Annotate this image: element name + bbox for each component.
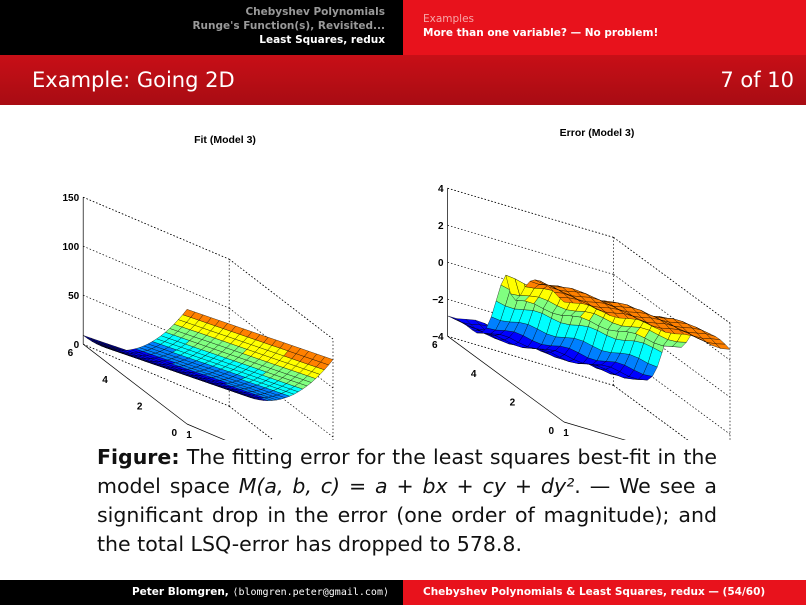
y-tick-label: 2: [510, 397, 516, 408]
x-axis-line: [186, 423, 226, 440]
fit-plot: Fit (Model 3) 050100150123450246: [63, 134, 334, 440]
y-tick-label: 4: [471, 369, 477, 380]
x-axis-line: [563, 421, 626, 440]
x-tick-label: 1: [563, 428, 569, 439]
nav-item-examples[interactable]: Examples: [423, 13, 475, 25]
box-edge-floor: [613, 385, 689, 440]
x-tick-label: 1: [186, 430, 192, 440]
y-tick-label: 6: [68, 348, 74, 359]
caption-text-2: . — We see a significant drop in the err…: [97, 474, 717, 556]
y-tick-label: 4: [102, 375, 108, 386]
z-tick-label: 150: [63, 193, 80, 204]
footer-author-name: Peter Blomgren,: [131, 586, 229, 598]
z-tick-label: −2: [432, 295, 444, 306]
surface-patch: [320, 356, 334, 366]
y-tick-label: 2: [137, 401, 143, 412]
surface-patch: [715, 343, 731, 350]
z-tick-label: 2: [438, 221, 444, 232]
nav-item-runge[interactable]: Runge's Function(s), Revisited...: [192, 20, 385, 32]
z-tick-label: 0: [74, 340, 80, 351]
caption-label: Figure:: [97, 445, 180, 469]
nav-item-chebyshev[interactable]: Chebyshev Polynomials: [245, 6, 385, 18]
caption-text-1: The fitting error for the least squares …: [97, 445, 717, 498]
nav-item-least-squares[interactable]: Least Squares, redux: [259, 34, 385, 46]
footer-course-title: Chebyshev Polynomials & Least Squares, r…: [423, 586, 765, 598]
subsection-nav: Examples More than one variable? — No pr…: [423, 12, 658, 40]
z-tick-label: 4: [438, 184, 444, 195]
z-gridline: [447, 335, 614, 386]
slide-title-bar: Example: Going 2D 7 of 10: [0, 55, 806, 105]
footer-course: Chebyshev Polynomials & Least Squares, r…: [423, 586, 705, 598]
z-gridline: [447, 224, 614, 275]
error-plot-title: Error (Model 3): [560, 127, 635, 139]
fit-plot-title: Fit (Model 3): [194, 134, 256, 146]
figure-caption: Figure: The fitting error for the least …: [97, 443, 717, 559]
y-tick-label: 0: [171, 428, 177, 439]
z-tick-label: 100: [63, 242, 80, 253]
z-gridline: [83, 196, 230, 260]
z-tick-label: −4: [432, 332, 444, 343]
z-gridline: [447, 187, 614, 238]
slide-page-counter: 7 of 10: [720, 68, 794, 92]
surface-plots-figure: Fit (Model 3) 050100150123450246 Error (…: [63, 127, 731, 440]
section-nav: Chebyshev Polynomials Runge's Function(s…: [192, 5, 385, 47]
header-section-panel: Examples More than one variable? — No pr…: [403, 0, 806, 55]
caption-model-formula: M(a, b, c) = a + bx + cy + dy²: [238, 474, 575, 498]
z-gridline: [83, 245, 230, 309]
z-gridline: [613, 385, 689, 440]
header-nav-panel: Chebyshev Polynomials Runge's Function(s…: [0, 0, 403, 55]
z-tick-label: 50: [68, 291, 80, 302]
box-edge-top: [228, 258, 334, 340]
footer-author-panel: Peter Blomgren, ⟨blomgren.peter@gmail.co…: [0, 580, 403, 605]
y-tick-label: 6: [432, 340, 438, 351]
y-axis-line: [82, 343, 188, 425]
error-plot: Error (Model 3) −4−2024123450246: [432, 127, 731, 440]
z-tick-label: 0: [438, 258, 444, 269]
z-gridline: [228, 405, 274, 440]
box-edge-floor: [228, 405, 274, 440]
slide-title: Example: Going 2D: [32, 68, 235, 92]
y-axis-line: [447, 335, 565, 423]
footer-page: — (54/60): [708, 586, 766, 598]
surface-patch: [83, 335, 96, 342]
y-tick-label: 0: [548, 426, 554, 437]
nav-item-more-variables[interactable]: More than one variable? — No problem!: [423, 27, 659, 39]
footer-title-panel: Chebyshev Polynomials & Least Squares, r…: [403, 580, 806, 605]
z-gridline: [228, 258, 334, 340]
footer-email[interactable]: ⟨blomgren.peter@gmail.com⟩: [232, 587, 389, 598]
footer-author: Peter Blomgren, ⟨blomgren.peter@gmail.co…: [132, 586, 389, 598]
